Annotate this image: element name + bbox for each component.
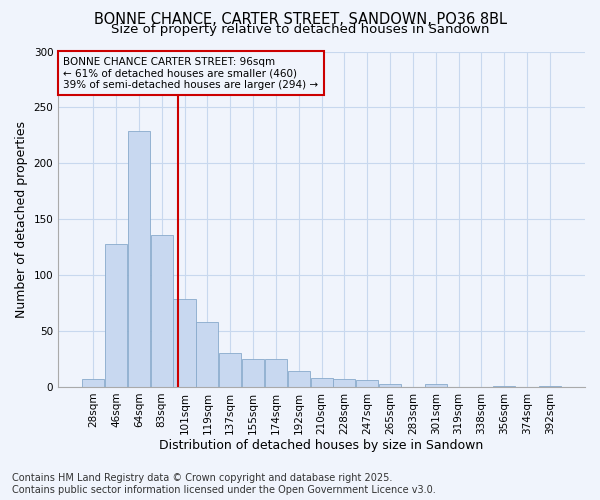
Bar	[173, 298, 196, 387]
Bar	[311, 378, 332, 387]
Bar	[82, 379, 104, 387]
Bar	[356, 380, 379, 387]
Y-axis label: Number of detached properties: Number of detached properties	[15, 120, 28, 318]
X-axis label: Distribution of detached houses by size in Sandown: Distribution of detached houses by size …	[160, 440, 484, 452]
Text: Size of property relative to detached houses in Sandown: Size of property relative to detached ho…	[111, 22, 489, 36]
Bar	[196, 322, 218, 387]
Bar	[105, 244, 127, 387]
Bar	[242, 359, 264, 387]
Bar	[128, 131, 150, 387]
Bar	[287, 372, 310, 387]
Text: Contains HM Land Registry data © Crown copyright and database right 2025.
Contai: Contains HM Land Registry data © Crown c…	[12, 474, 436, 495]
Text: BONNE CHANCE CARTER STREET: 96sqm
← 61% of detached houses are smaller (460)
39%: BONNE CHANCE CARTER STREET: 96sqm ← 61% …	[64, 56, 319, 90]
Bar	[379, 384, 401, 387]
Bar	[425, 384, 447, 387]
Bar	[219, 354, 241, 387]
Bar	[493, 386, 515, 387]
Bar	[151, 235, 173, 387]
Bar	[539, 386, 561, 387]
Bar	[265, 359, 287, 387]
Text: BONNE CHANCE, CARTER STREET, SANDOWN, PO36 8BL: BONNE CHANCE, CARTER STREET, SANDOWN, PO…	[94, 12, 506, 28]
Bar	[334, 379, 355, 387]
